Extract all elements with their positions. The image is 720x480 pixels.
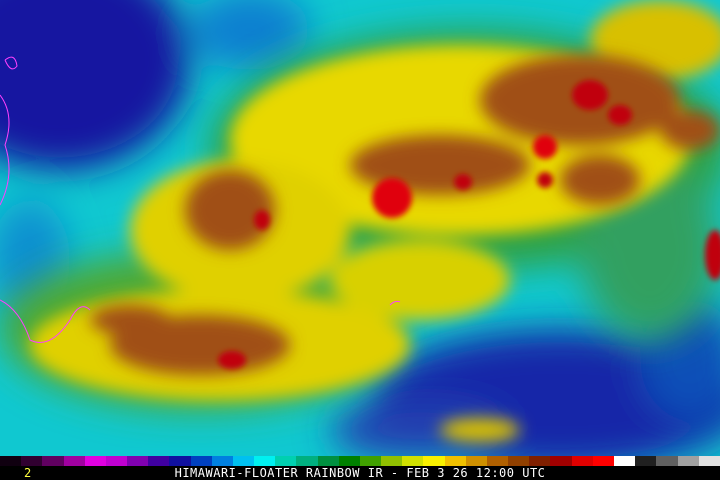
color-scale-swatch bbox=[190, 456, 212, 467]
color-scale-swatch bbox=[63, 456, 85, 467]
color-scale-swatch bbox=[254, 456, 276, 467]
color-scale-swatch bbox=[423, 456, 445, 467]
color-scale-swatch bbox=[402, 456, 424, 467]
convective-cores bbox=[218, 80, 720, 369]
satellite-image bbox=[0, 0, 720, 456]
color-scale-swatch bbox=[613, 456, 636, 467]
cold-cloud-tops bbox=[90, 55, 720, 375]
color-scale-swatch bbox=[444, 456, 466, 467]
color-scale-swatch bbox=[592, 456, 614, 467]
color-scale-swatch bbox=[486, 456, 509, 467]
color-scale-swatch bbox=[21, 456, 43, 467]
color-scale-swatch bbox=[105, 456, 128, 467]
color-scale-swatch bbox=[550, 456, 572, 467]
color-scale-swatch bbox=[232, 456, 255, 467]
color-scale-swatch bbox=[656, 456, 678, 467]
color-scale-swatch bbox=[127, 456, 149, 467]
color-scale-swatch bbox=[275, 456, 297, 467]
color-scale-swatch bbox=[169, 456, 191, 467]
color-scale-swatch bbox=[635, 456, 657, 467]
caption-bar: 2 HIMAWARI-FLOATER RAINBOW IR - FEB 3 26… bbox=[0, 466, 720, 480]
coastlines bbox=[0, 56, 401, 343]
color-scale-swatch bbox=[571, 456, 593, 467]
channel-label: 2 bbox=[24, 466, 32, 480]
color-scale-swatch bbox=[508, 456, 530, 467]
image-title: HIMAWARI-FLOATER RAINBOW IR - FEB 3 26 1… bbox=[174, 466, 546, 480]
color-scale-swatch bbox=[317, 456, 339, 467]
color-scale-bar bbox=[0, 456, 720, 467]
color-scale-swatch bbox=[296, 456, 318, 467]
color-scale-swatch bbox=[381, 456, 403, 467]
color-scale-swatch bbox=[338, 456, 360, 467]
color-scale-swatch bbox=[42, 456, 64, 467]
color-scale-swatch bbox=[148, 456, 170, 467]
color-scale-swatch bbox=[465, 456, 487, 467]
color-scale-swatch bbox=[698, 456, 720, 467]
color-scale-swatch bbox=[677, 456, 699, 467]
color-scale-swatch bbox=[0, 456, 22, 467]
color-scale-swatch bbox=[211, 456, 233, 467]
color-scale-swatch bbox=[84, 456, 106, 467]
color-scale-swatch bbox=[529, 456, 551, 467]
color-scale-swatch bbox=[359, 456, 382, 467]
